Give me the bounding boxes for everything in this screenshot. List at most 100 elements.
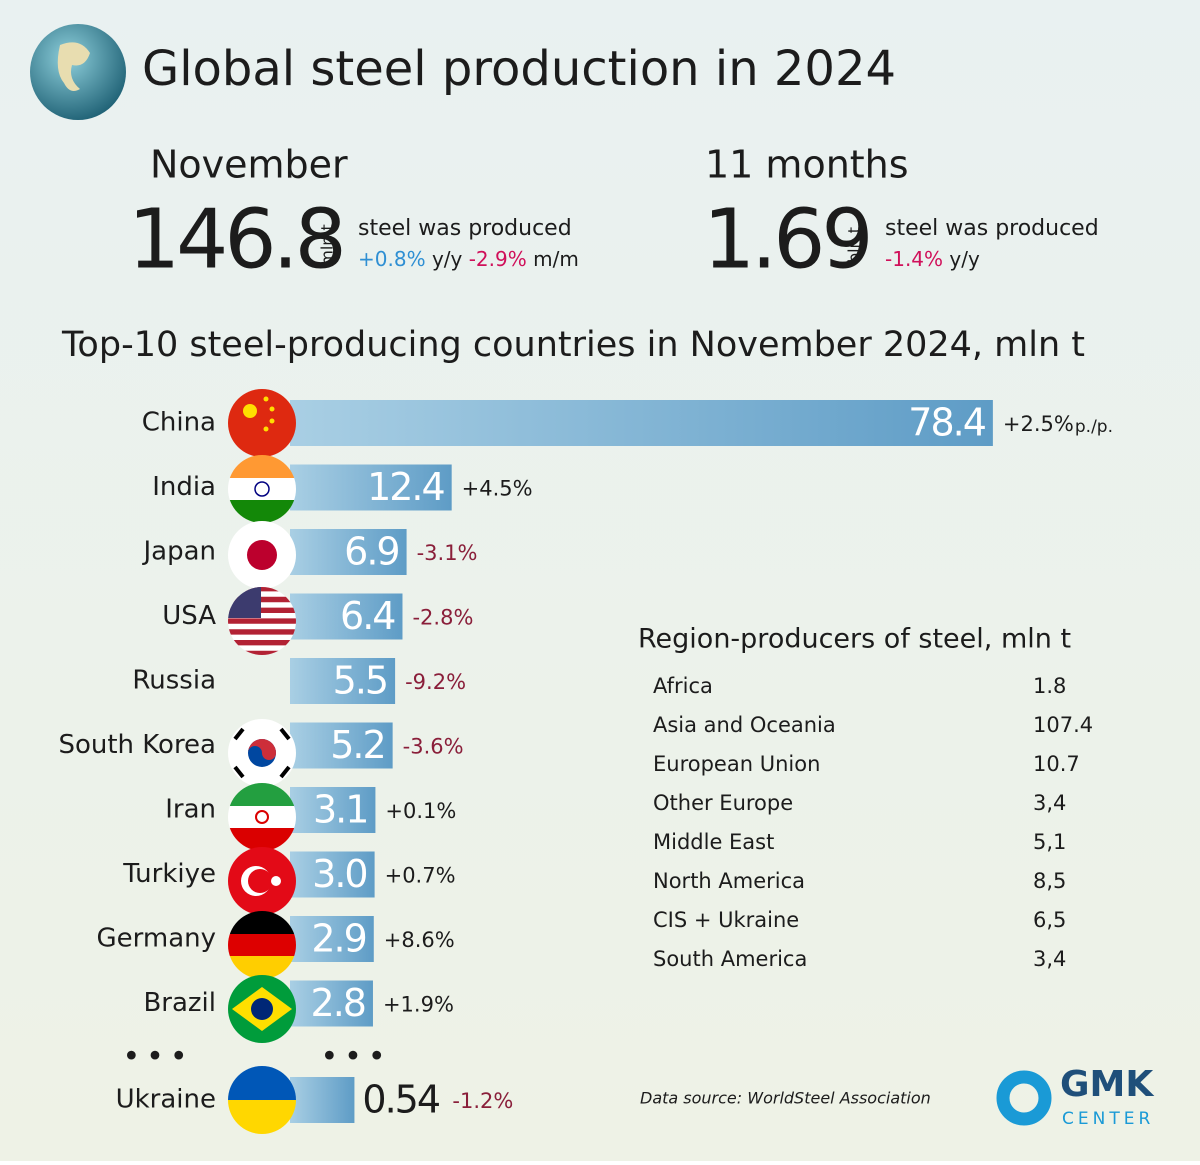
logo-sub: CENTER	[1062, 1109, 1154, 1129]
bar	[290, 980, 373, 1027]
region-name: Middle East	[653, 830, 774, 854]
value-label: 5.2	[330, 723, 384, 767]
category-label: China	[142, 408, 216, 438]
big-number: 146.8	[128, 192, 343, 287]
bar	[290, 851, 375, 898]
flag-iran	[228, 783, 296, 851]
bar	[290, 916, 374, 962]
change-label: -3.6%	[403, 735, 464, 759]
region-name: Africa	[653, 674, 713, 698]
region-value: 3,4	[1033, 947, 1066, 971]
change-label: +0.1%	[385, 799, 456, 823]
region-table: Africa 1.8 Asia and Oceania 107.4 European U…	[653, 674, 1093, 971]
bar	[290, 722, 393, 769]
change-label: +4.5%	[462, 477, 533, 501]
category-label: Germany	[96, 924, 216, 954]
category-label: Russia	[132, 666, 216, 696]
category-label: South Korea	[58, 730, 216, 760]
bar	[290, 787, 376, 833]
change-label: -9.2%	[405, 670, 466, 694]
source: Data source: WorldSteel Association	[640, 1089, 931, 1108]
region-name: South America	[653, 947, 807, 971]
category-label: USA	[162, 601, 216, 631]
change-label: +0.7%	[385, 864, 456, 888]
globe-icon	[30, 24, 126, 120]
change: +0.8%	[358, 247, 426, 271]
change-line: -1.4% y/y	[885, 247, 980, 271]
region-value: 5,1	[1033, 830, 1066, 854]
change-label: +2.5%	[1003, 412, 1074, 436]
ellipsis: •••	[122, 1040, 193, 1075]
region-name: North America	[653, 869, 805, 893]
change-label: -3.1%	[417, 541, 478, 565]
flag-usa	[228, 587, 296, 655]
table-title: Region-producers of steel, mln t	[638, 624, 1071, 655]
chart-title: Top-10 steel-producing countries in Nove…	[61, 325, 1085, 365]
region-name: CIS + Ukraine	[653, 908, 799, 932]
flag-china	[228, 389, 296, 457]
flag-germany	[228, 911, 296, 979]
big-number: 1.69	[703, 192, 870, 287]
region-value: 1.8	[1033, 674, 1066, 698]
change-label: -2.8%	[412, 606, 473, 630]
basis: y/y	[432, 247, 463, 271]
bar-layer: China 78.4 +2.5% p./p. India 12.4 +4.5% Japan 6.…	[58, 400, 1113, 1123]
change-suffix: p./p.	[1075, 417, 1113, 437]
value-label: 2.8	[311, 981, 365, 1025]
bar	[290, 658, 396, 704]
bar	[290, 529, 407, 575]
flags	[228, 389, 296, 1134]
ellipsis: •••	[320, 1040, 391, 1075]
bar	[290, 464, 452, 511]
region-name: Other Europe	[653, 791, 793, 815]
region-name: Asia and Oceania	[653, 713, 836, 737]
change: -1.4%	[885, 247, 943, 271]
value-label: 3.0	[312, 852, 366, 896]
value-label: 6.4	[340, 594, 395, 638]
logo-ring	[996, 1070, 1052, 1126]
region-value: 8,5	[1033, 869, 1066, 893]
category-label: Ukraine	[116, 1085, 216, 1115]
period: November	[150, 143, 348, 187]
category-label: India	[152, 472, 216, 502]
flag-japan	[228, 521, 296, 589]
category-label: Brazil	[143, 988, 216, 1018]
title: Global steel production in 2024	[142, 41, 896, 97]
category-label: Japan	[141, 537, 216, 567]
flag-india	[228, 455, 296, 523]
logo-main: GMK	[1060, 1064, 1154, 1105]
value-label: 0.54	[362, 1078, 439, 1122]
unit: bln t	[845, 227, 864, 263]
category-label: Turkiye	[122, 859, 216, 889]
value-label: 12.4	[367, 465, 444, 509]
value-label: 2.9	[311, 917, 365, 961]
value-label: 6.9	[344, 530, 398, 574]
change-line: +0.8% y/y -2.9% m/m	[358, 247, 579, 271]
basis: m/m	[533, 247, 579, 271]
change-label: -1.2%	[452, 1089, 513, 1113]
flag-korea	[228, 719, 296, 787]
value-label: 3.1	[313, 788, 367, 832]
flag-turkiye	[228, 847, 296, 915]
basis: y/y	[949, 247, 980, 271]
period: 11 months	[705, 143, 909, 187]
flag-brazil	[228, 975, 296, 1043]
bar	[290, 593, 403, 640]
change: -2.9%	[469, 247, 527, 271]
region-value: 3,4	[1033, 791, 1066, 815]
region-value: 107.4	[1033, 713, 1093, 737]
change-label: +8.6%	[384, 928, 455, 952]
caption: steel was produced	[358, 216, 572, 241]
value-label: 5.5	[333, 659, 387, 703]
region-value: 6,5	[1033, 908, 1066, 932]
region-name: European Union	[653, 752, 820, 776]
bar	[290, 400, 993, 446]
globe-land	[57, 42, 90, 91]
category-label: Iran	[165, 795, 216, 825]
value-label: 78.4	[908, 401, 985, 445]
unit: mln t	[318, 224, 337, 266]
change-label: +1.9%	[383, 993, 454, 1017]
caption: steel was produced	[885, 216, 1099, 241]
